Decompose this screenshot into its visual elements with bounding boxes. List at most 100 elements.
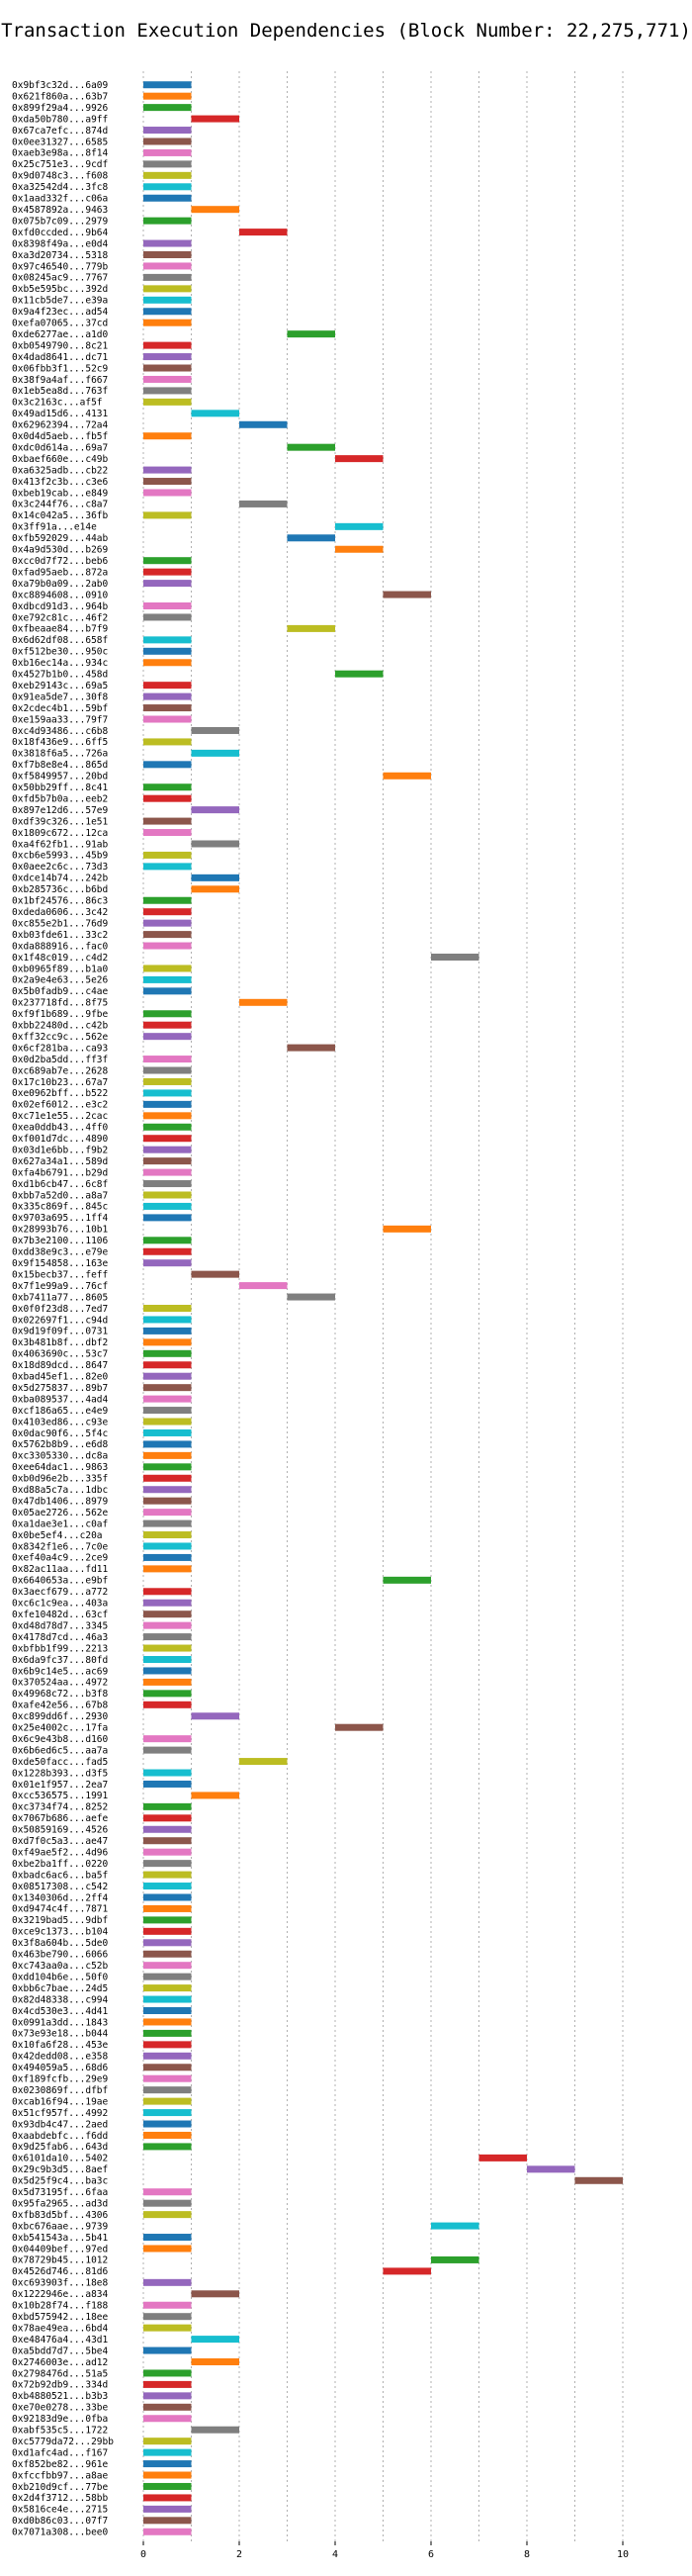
tx-label: 0xfd0ccded...9b64 [12,228,109,238]
tx-label: 0x9d0748c3...f608 [12,171,109,182]
execution-bar [143,2120,192,2128]
tx-label: 0xeb29143c...69a5 [12,681,108,691]
tx-label: 0x8342f1e6...7c0e [12,1541,109,1552]
execution-bar [143,1237,192,1244]
execution-bar [143,319,192,326]
tx-label: 0x2746003e...ad12 [12,2357,108,2368]
tx-label: 0xfb83d5bf...4306 [12,2210,109,2221]
tx-label: 0x6c9e43b8...d160 [12,1734,109,1745]
tx-label: 0xdf39c326...1e51 [12,816,109,827]
tx-label: 0xaeb3e98a...8f14 [12,148,109,159]
execution-bar [239,420,288,428]
execution-bar [143,2438,192,2445]
tx-label: 0x075b7c09...2979 [12,216,109,227]
execution-bar [143,1780,192,1788]
tx-label: 0x28993b76...10b1 [12,1225,109,1236]
tx-label: 0x897e12d6...57e9 [12,805,109,816]
execution-bar [143,308,192,316]
execution-bar [143,829,192,837]
tx-label: 0xd1afc4ad...f167 [12,2447,108,2458]
execution-bar [143,1077,192,1085]
tx-label: 0x91ea5de7...30f8 [12,691,109,702]
tx-label: 0x6b6ed6c5...aa7a [12,1745,108,1756]
execution-bar [143,692,192,700]
execution-bar [143,2403,192,2411]
execution-bar [143,659,192,667]
tx-label: 0x1aad332f...c06a [12,194,108,205]
execution-bar [383,1576,431,1584]
execution-bar [143,1995,192,2003]
execution-bar [143,148,192,156]
execution-bar [143,613,192,621]
tx-label: 0xbc676aae...9739 [12,2221,109,2232]
tx-label: 0xa1dae3e1...c0af [12,1518,108,1529]
execution-bar [383,2267,431,2275]
tx-label: 0xb285736c...b6bd [12,884,108,895]
execution-bar [383,1225,431,1233]
execution-bar [143,2517,192,2525]
tx-label: 0xf001d7dc...4890 [12,1134,109,1145]
x-axis: 0 2 4 6 8 10 [140,2541,629,2560]
execution-bar [143,239,192,247]
execution-bar [143,2415,192,2423]
tx-label: 0xc743aa0a...c52b [12,1961,109,1972]
execution-bar [239,500,288,507]
execution-bar [143,1202,192,1210]
execution-bar [143,1191,192,1199]
tx-label: 0x7b3e2100...1106 [12,1236,109,1246]
execution-bar [191,410,239,417]
execution-bar [143,1486,192,1494]
tx-label: 0xc689ab7e...2628 [12,1065,109,1076]
tx-label: 0xcb6e5993...45b9 [12,851,109,862]
execution-bar [143,568,192,576]
tx-label: 0x01e1f957...2ea7 [12,1780,108,1791]
execution-bar [143,1361,192,1369]
execution-bar [191,2336,239,2344]
tx-label: 0x0d2ba5dd...ff3f [12,1055,108,1065]
execution-bar [143,1451,192,1459]
tx-label: 0xe48476a4...43d1 [12,2335,109,2346]
execution-bar [143,160,192,168]
execution-bar [143,557,192,565]
tx-label: 0x4103ed86...c93e [12,1417,109,1427]
tx-label: 0xa3d20734...5318 [12,250,109,261]
tx-label: 0x3ff91a...e14e [12,522,97,533]
execution-bar [335,455,384,463]
tx-label: 0xbb6c7bae...24d5 [12,1983,108,1994]
tx-label: 0xa6325adb...cb22 [12,465,108,476]
execution-bar [143,1678,192,1686]
execution-bar [143,761,192,769]
execution-bar [143,296,192,304]
tx-label: 0xf7b8e8e4...865d [12,760,108,771]
tx-label: 0x05ae2726...562e [12,1508,109,1518]
tx-label: 0x9d19f09f...0731 [12,1327,109,1337]
execution-bar [143,1939,192,1947]
tx-label: 0xfbeaae84...b7f9 [12,624,109,635]
tx-label: 0xb210d9cf...77be [12,2482,109,2493]
tx-label: 0xb7411a77...8605 [12,1292,108,1303]
tx-label: 0x49968c72...b3f8 [12,1689,109,1700]
tx-label: 0xd88a5c7a...1dbc [12,1485,108,1496]
execution-bar [143,285,192,293]
tx-label: 0x494059a5...68d6 [12,2063,109,2073]
execution-bar [191,2290,239,2298]
execution-bar [143,81,192,89]
tx-label: 0xd7f0c5a3...ae47 [12,1836,108,1847]
tx-label: 0x10b28f74...f188 [12,2301,109,2312]
tx-label: 0x50859169...4526 [12,1825,109,1836]
tx-label: 0x3aecf679...a772 [12,1587,108,1598]
tx-label: 0x18d89dcd...8647 [12,1360,108,1371]
execution-bar [143,2324,192,2332]
execution-bar [191,1270,239,1278]
execution-bar [143,2052,192,2060]
tx-label: 0x18f436e9...6ff5 [12,737,108,748]
execution-bar [143,919,192,927]
tx-label: 0x6da9fc37...80fd [12,1655,108,1666]
x-tick-label: 0 [140,2549,146,2560]
tx-label: 0x78ae49ea...6bd4 [12,2323,109,2334]
tx-label: 0xdd38e9c3...e79e [12,1247,109,1258]
execution-bar [143,432,192,440]
tx-label: 0xa32542d4...3fc8 [12,182,109,193]
execution-bar [431,954,479,961]
